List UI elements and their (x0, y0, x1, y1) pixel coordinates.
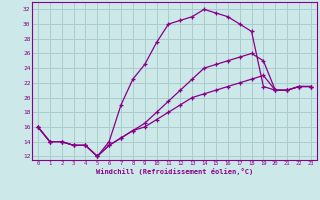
X-axis label: Windchill (Refroidissement éolien,°C): Windchill (Refroidissement éolien,°C) (96, 168, 253, 175)
